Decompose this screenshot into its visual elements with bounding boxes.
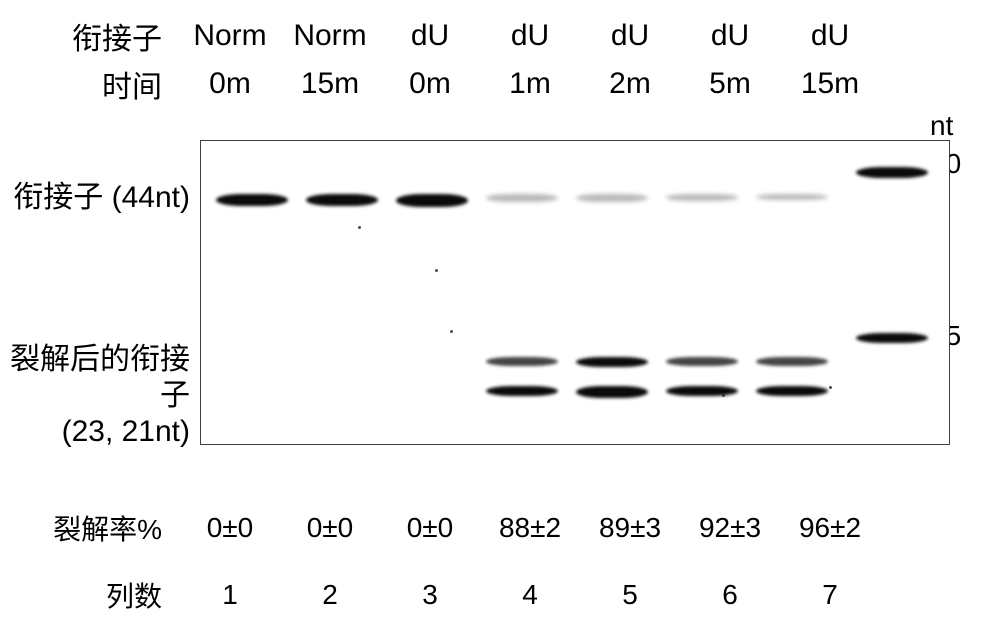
lane7-cleaved-lower [756, 386, 828, 396]
hdr1-c4: dU [480, 19, 580, 53]
header-adapter-values: Norm Norm dU dU dU dU dU [180, 19, 880, 53]
marker-band-50 [856, 167, 928, 178]
hdr1-c2: Norm [280, 19, 380, 53]
nt-header: nt [930, 110, 953, 142]
lane6-adapter-band [666, 194, 738, 201]
footer-lanes-label: 列数 [0, 575, 180, 615]
ft2-c5: 5 [580, 579, 680, 611]
ft1-c1: 0±0 [180, 512, 280, 544]
ft1-c6: 92±3 [680, 512, 780, 544]
ft2-c3: 3 [380, 579, 480, 611]
header-time-values: 0m 15m 0m 1m 2m 5m 15m [180, 67, 880, 101]
ft2-c6: 6 [680, 579, 780, 611]
ft2-c7: 7 [780, 579, 880, 611]
lane3-adapter-band [396, 194, 468, 207]
lane-3 [387, 147, 477, 438]
hdr2-c7: 15m [780, 67, 880, 101]
hdr2-c3: 0m [380, 67, 480, 101]
footer-lanes-values: 1 2 3 4 5 6 7 [180, 579, 880, 611]
header-row-adapter: 衔接子 Norm Norm dU dU dU dU dU [0, 14, 880, 58]
ft2-c2: 2 [280, 579, 380, 611]
footer-cleavage-label: 裂解率% [0, 508, 180, 548]
footer-cleavage-values: 0±0 0±0 0±0 88±2 89±3 92±3 96±2 [180, 512, 880, 544]
lane-4 [477, 147, 567, 438]
marker-lane [847, 147, 937, 438]
left-label-cleaved-l1: 裂解后的衔接子 [0, 342, 190, 414]
lane4-adapter-band [486, 194, 558, 202]
header-adapter-label: 衔接子 [0, 14, 180, 58]
header-row-time: 时间 0m 15m 0m 1m 2m 5m 15m [0, 62, 880, 106]
lane5-cleaved-lower [576, 386, 648, 398]
lane5-cleaved-upper [576, 357, 648, 367]
lane-1 [207, 147, 297, 438]
left-label-cleaved: 裂解后的衔接子 (23, 21nt) [0, 342, 190, 450]
footer-row-cleavage: 裂解率% 0±0 0±0 0±0 88±2 89±3 92±3 96±2 [0, 508, 880, 548]
ft1-c2: 0±0 [280, 512, 380, 544]
header-time-label: 时间 [0, 62, 180, 106]
speckle [829, 386, 832, 389]
speckle [358, 226, 361, 229]
left-label-adapter: 衔接子 (44nt) [0, 180, 190, 216]
hdr2-c6: 5m [680, 67, 780, 101]
footer-row-lanes: 列数 1 2 3 4 5 6 7 [0, 575, 880, 615]
lane7-adapter-band [756, 194, 828, 200]
hdr1-c5: dU [580, 19, 680, 53]
ft1-c3: 0±0 [380, 512, 480, 544]
hdr2-c1: 0m [180, 67, 280, 101]
lane2-adapter-band [306, 194, 378, 206]
lane4-cleaved-lower [486, 386, 558, 396]
lane-7 [747, 147, 837, 438]
left-label-cleaved-l2: (23, 21nt) [0, 414, 190, 450]
lane-2 [297, 147, 387, 438]
hdr1-c6: dU [680, 19, 780, 53]
lane4-cleaved-upper [486, 357, 558, 366]
gel-figure: 衔接子 Norm Norm dU dU dU dU dU 时间 0m 15m 0… [0, 0, 1000, 635]
hdr1-c7: dU [780, 19, 880, 53]
gel-image [200, 140, 950, 445]
lane7-cleaved-upper [756, 357, 828, 366]
marker-band-25 [856, 333, 928, 343]
lane6-cleaved-lower [666, 386, 738, 396]
lane5-adapter-band [576, 194, 648, 202]
ft2-c1: 1 [180, 579, 280, 611]
left-label-adapter-text: 衔接子 (44nt) [13, 181, 190, 214]
lane1-adapter-band [216, 194, 288, 206]
hdr1-c1: Norm [180, 19, 280, 53]
ft1-c7: 96±2 [780, 512, 880, 544]
hdr2-c4: 1m [480, 67, 580, 101]
hdr1-c3: dU [380, 19, 480, 53]
ft2-c4: 4 [480, 579, 580, 611]
gel-inner [207, 147, 943, 438]
ft1-c5: 89±3 [580, 512, 680, 544]
hdr2-c5: 2m [580, 67, 680, 101]
lane-6 [657, 147, 747, 438]
lane6-cleaved-upper [666, 357, 738, 366]
ft1-c4: 88±2 [480, 512, 580, 544]
lane-5 [567, 147, 657, 438]
hdr2-c2: 15m [280, 67, 380, 101]
